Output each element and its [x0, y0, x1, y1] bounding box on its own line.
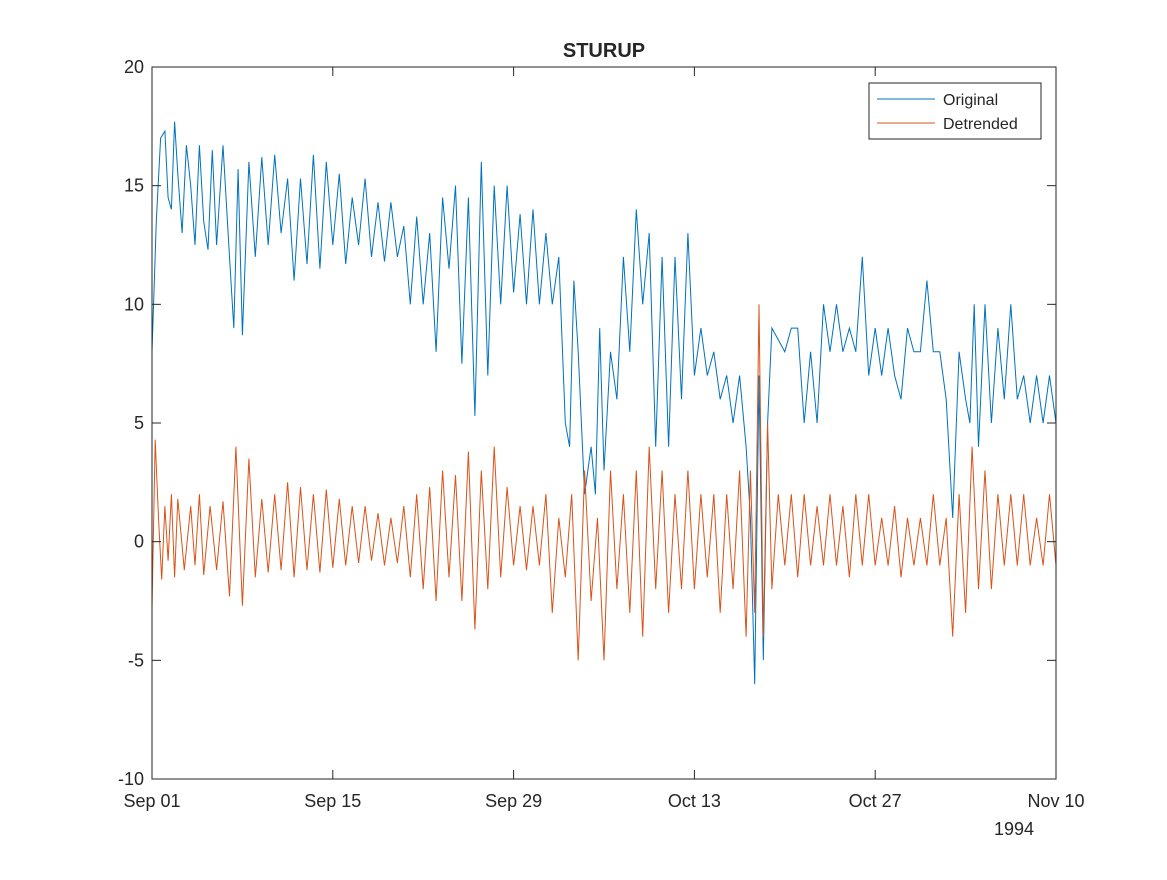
- x-axis: Sep 01 Sep 15 Sep 29 Oct 13 Oct 27 Nov 10: [123, 67, 1085, 811]
- x-tick-label: Sep 01: [123, 791, 180, 811]
- x-tick-label: Sep 15: [304, 791, 361, 811]
- legend-label-original: Original: [943, 92, 998, 109]
- legend-box: [868, 82, 1042, 140]
- y-tick-label: 15: [124, 176, 144, 196]
- x-tick-label: Oct 27: [849, 791, 902, 811]
- legend-label-detrended: Detrended: [943, 116, 1018, 133]
- series-line-original: [151, 121, 1057, 685]
- legend: Original Detrended: [868, 82, 1042, 140]
- series-line-detrended: [151, 304, 1057, 661]
- y-tick-label: -5: [128, 650, 144, 670]
- y-tick-label: 20: [124, 57, 144, 77]
- y-tick-label: -10: [118, 769, 144, 789]
- x-tick-label: Nov 10: [1027, 791, 1084, 811]
- plot-area: [151, 66, 1057, 780]
- plot-background: [152, 67, 1056, 779]
- x-tick-label: Sep 29: [485, 791, 542, 811]
- x-tick-label: Oct 13: [668, 791, 721, 811]
- chart-title: STURUP: [563, 40, 645, 62]
- y-tick-label: 5: [134, 413, 144, 433]
- y-tick-label: 0: [134, 532, 144, 552]
- y-tick-label: 10: [124, 294, 144, 314]
- x-axis-year-label: 1994: [994, 819, 1034, 839]
- y-axis: -10 -5 0 5 10 15 20: [118, 57, 1056, 789]
